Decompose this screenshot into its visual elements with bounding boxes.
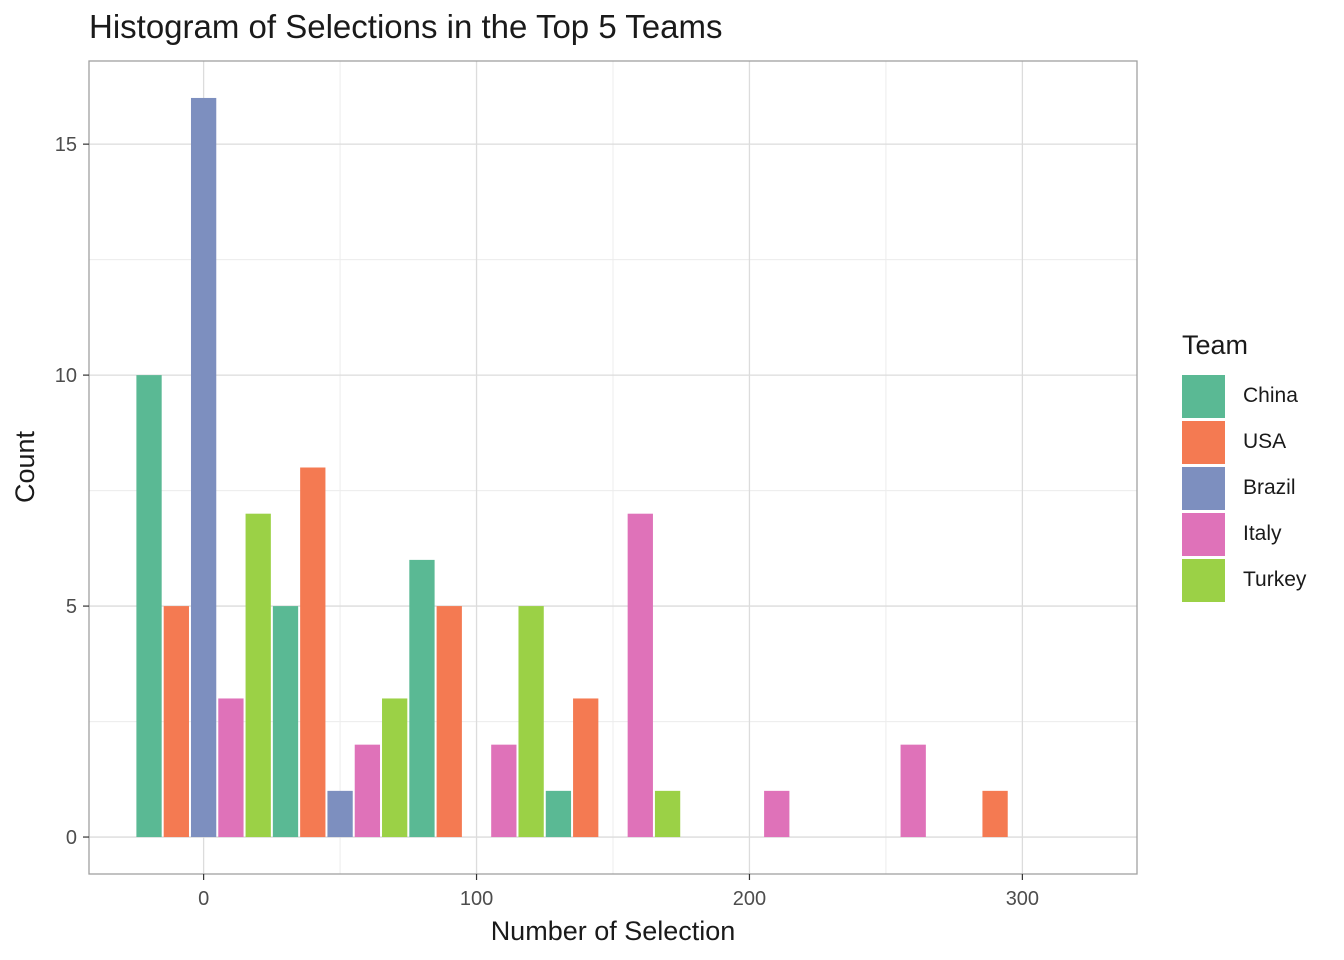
bar-china-bin-0 bbox=[136, 375, 162, 838]
legend-swatch bbox=[1182, 420, 1225, 464]
legend-title: Team bbox=[1182, 330, 1249, 360]
bar-usa-bin-100 bbox=[436, 606, 462, 838]
bar-italy-bin-150 bbox=[627, 513, 653, 838]
legend-item-brazil: Brazil bbox=[1182, 465, 1306, 511]
plot-border bbox=[88, 60, 1138, 875]
bar-usa-bin-300 bbox=[982, 790, 1008, 838]
bar-turkey-bin-150 bbox=[654, 790, 681, 838]
legend-label: Italy bbox=[1243, 522, 1282, 545]
y-tick-label: 0 bbox=[66, 827, 77, 849]
legend-items: China USA Brazil Italy Turkey bbox=[1182, 373, 1306, 603]
legend-label: China bbox=[1243, 384, 1298, 407]
bar-brazil-bin-50 bbox=[327, 790, 353, 838]
bar-brazil-bin-0 bbox=[190, 97, 217, 838]
legend-item-usa: USA bbox=[1182, 419, 1306, 465]
x-axis-label: Number of Selection bbox=[491, 916, 736, 946]
legend-label: Turkey bbox=[1243, 568, 1307, 591]
y-axis-label: Count bbox=[10, 430, 40, 503]
bar-italy-bin-200 bbox=[764, 790, 790, 838]
bar-china-bin-100 bbox=[409, 559, 435, 838]
y-tick-label: 15 bbox=[55, 134, 77, 156]
legend-swatch bbox=[1182, 374, 1225, 418]
x-tick-label: 200 bbox=[733, 888, 766, 910]
bar-turkey-bin-100 bbox=[518, 606, 544, 838]
legend: Team China USA Brazil Italy Turkey bbox=[1182, 330, 1306, 603]
legend-item-turkey: Turkey bbox=[1182, 557, 1306, 603]
y-tick-label: 5 bbox=[66, 596, 77, 618]
bar-usa-bin-150 bbox=[573, 698, 599, 838]
bar-italy-bin-100 bbox=[491, 744, 517, 838]
y-tick-label: 10 bbox=[55, 365, 77, 387]
axes: 0 100 200 300 0 5 10 15 bbox=[55, 134, 1039, 910]
bar-china-bin-50 bbox=[272, 606, 299, 838]
bar-italy-bin-50 bbox=[354, 744, 381, 838]
bar-italy-bin-250 bbox=[900, 744, 926, 838]
legend-item-italy: Italy bbox=[1182, 511, 1306, 557]
bars bbox=[136, 97, 1008, 838]
bar-turkey-bin-0 bbox=[245, 513, 271, 838]
chart-title: Histogram of Selections in the Top 5 Tea… bbox=[89, 8, 723, 45]
bar-usa-bin-50 bbox=[300, 467, 326, 838]
x-tick-label: 300 bbox=[1006, 888, 1039, 910]
legend-label: Brazil bbox=[1243, 476, 1296, 499]
legend-swatch bbox=[1182, 512, 1225, 556]
x-tick-label: 0 bbox=[198, 888, 209, 910]
bar-usa-bin-0 bbox=[163, 606, 189, 838]
legend-item-china: China bbox=[1182, 373, 1306, 419]
bar-turkey-bin-50 bbox=[382, 698, 408, 838]
legend-swatch bbox=[1182, 558, 1225, 602]
x-tick-label: 100 bbox=[460, 888, 493, 910]
legend-swatch bbox=[1182, 466, 1225, 510]
legend-label: USA bbox=[1243, 430, 1287, 453]
bar-italy-bin-0 bbox=[218, 698, 244, 838]
bar-china-bin-150 bbox=[545, 790, 572, 838]
